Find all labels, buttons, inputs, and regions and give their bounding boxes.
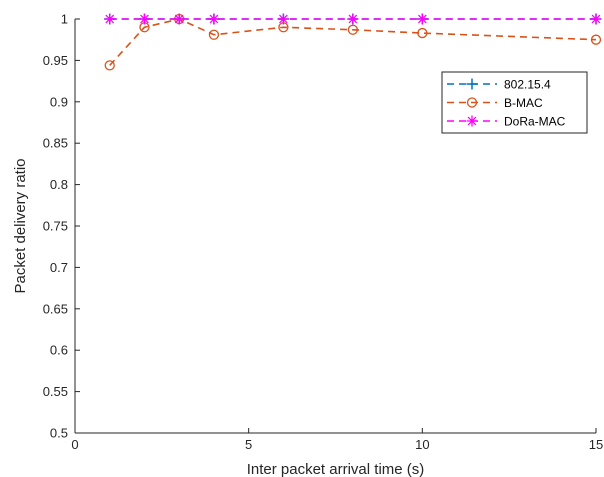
y-tick-label: 1 <box>61 12 68 27</box>
y-axis-label: Packet delivery ratio <box>12 158 29 293</box>
data-point-dora-mac <box>208 13 220 25</box>
data-point-dora-mac <box>277 13 289 25</box>
y-tick-label: 0.65 <box>43 301 68 316</box>
data-point-b-mac <box>590 34 602 45</box>
legend-label-802-15-4: 802.15.4 <box>504 78 551 92</box>
plot-series <box>104 13 602 71</box>
y-tick-label: 0.7 <box>50 260 68 275</box>
x-tick-label: 15 <box>589 437 603 452</box>
legend-marker-802-15-4 <box>466 78 478 90</box>
legend: 802.15.4 B-MAC DoRa-MAC <box>441 71 588 134</box>
y-tick-label: 0.6 <box>50 343 68 358</box>
data-point-b-mac <box>208 29 220 40</box>
series-dora-mac <box>104 13 602 25</box>
y-tick-label: 0.75 <box>43 219 68 234</box>
legend-box <box>441 71 588 134</box>
data-point-dora-mac <box>590 13 602 25</box>
x-tick-label: 5 <box>245 437 252 452</box>
data-point-b-mac <box>347 24 359 35</box>
y-tick-label: 0.85 <box>43 136 68 151</box>
legend-marker-dora-mac <box>466 115 478 127</box>
y-tick-label: 0.95 <box>43 53 68 68</box>
legend-label-dora-mac: DoRa-MAC <box>504 115 566 129</box>
x-axis-label: Inter packet arrival time (s) <box>247 461 425 477</box>
x-tick-label: 0 <box>71 437 78 452</box>
data-point-dora-mac <box>138 13 150 25</box>
legend-label-b-mac: B-MAC <box>504 96 543 110</box>
legend-marker-b-mac <box>466 97 478 108</box>
x-tick-label: 10 <box>415 437 429 452</box>
y-tick-label: 0.5 <box>50 426 68 441</box>
y-tick-label: 0.8 <box>50 177 68 192</box>
data-point-dora-mac <box>104 13 116 25</box>
y-tick-label: 0.55 <box>43 384 68 399</box>
series-line-b-mac <box>109 18 597 66</box>
data-point-dora-mac <box>347 13 359 25</box>
data-point-dora-mac <box>416 13 428 25</box>
data-point-b-mac <box>104 60 115 71</box>
data-point-dora-mac <box>173 13 185 25</box>
data-point-b-mac <box>417 27 428 39</box>
y-tick-label: 0.9 <box>50 94 68 109</box>
